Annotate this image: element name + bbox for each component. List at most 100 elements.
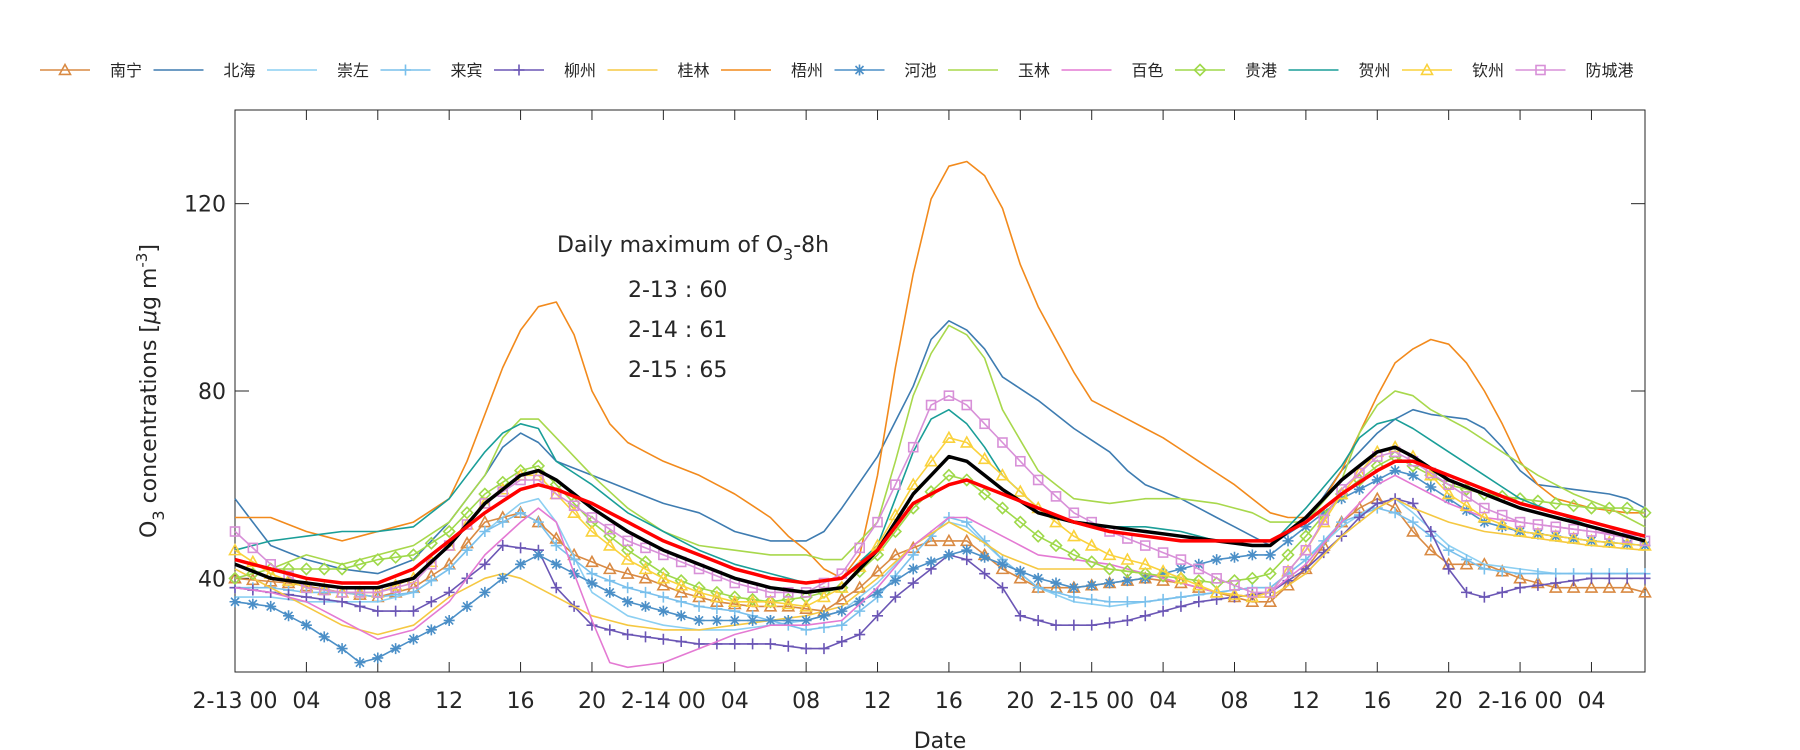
series-梧州	[235, 160, 1645, 580]
data-point	[640, 631, 652, 643]
data-point	[1461, 586, 1473, 598]
data-point	[622, 596, 634, 608]
data-point	[745, 594, 760, 607]
data-point	[960, 473, 974, 487]
data-point	[318, 631, 330, 643]
data-point	[800, 643, 812, 655]
data-point	[782, 614, 794, 626]
data-point	[1585, 572, 1597, 584]
data-point	[1032, 572, 1044, 584]
data-point	[657, 633, 669, 645]
data-point	[889, 591, 901, 603]
data-point	[622, 582, 634, 594]
data-point	[1584, 533, 1599, 547]
data-point	[1120, 564, 1135, 578]
tick-labels: 2-13 00 04 08 12 16 20 2-14 00 04 08 12 16 20 2-15 0…	[184, 193, 1605, 714]
data-point	[711, 603, 723, 615]
data-point	[1282, 535, 1294, 547]
legend-label: 河池	[905, 61, 937, 80]
data-point	[1620, 536, 1635, 550]
data-point	[229, 596, 241, 608]
data-point	[1638, 585, 1652, 598]
series-line	[234, 474, 1646, 669]
data-point	[585, 554, 599, 568]
data-point	[406, 548, 421, 562]
data-point	[1389, 507, 1401, 519]
data-point	[497, 516, 509, 528]
data-point	[1318, 514, 1330, 526]
x-tick-label: 08	[364, 689, 392, 714]
series-line	[234, 324, 1646, 570]
data-point	[764, 638, 776, 650]
data-point	[907, 441, 919, 453]
series-line	[235, 507, 1645, 631]
data-point	[586, 512, 598, 523]
data-point	[604, 624, 616, 636]
x-tick-label: 2-15 00	[1049, 689, 1134, 714]
data-point	[1550, 521, 1562, 533]
data-point	[942, 468, 956, 482]
data-point	[1478, 563, 1490, 575]
data-point	[656, 571, 671, 584]
legend-marker	[513, 64, 525, 76]
data-point	[1354, 467, 1365, 479]
data-point	[1532, 579, 1544, 591]
data-point	[479, 526, 491, 537]
data-point	[818, 643, 830, 655]
legend-label: 南宁	[110, 61, 142, 80]
data-point	[1068, 619, 1080, 631]
data-point	[1459, 557, 1474, 570]
data-point	[1407, 497, 1419, 509]
data-point	[228, 571, 242, 585]
data-point	[550, 582, 562, 594]
data-point	[1443, 563, 1455, 575]
data-point	[1227, 587, 1242, 600]
legend-label: 百色	[1132, 61, 1164, 80]
data-point	[693, 600, 705, 612]
data-point	[372, 652, 384, 664]
x-tick-label: 16	[935, 689, 963, 714]
data-point	[1478, 591, 1490, 603]
data-point	[997, 437, 1008, 448]
data-point	[1102, 562, 1117, 576]
data-point	[1102, 547, 1117, 561]
data-point	[890, 479, 901, 490]
data-point	[1049, 538, 1063, 553]
data-point	[942, 430, 956, 444]
legend-label: 柳州	[564, 61, 596, 80]
data-point	[515, 542, 527, 554]
data-point	[354, 657, 366, 669]
x-tick-label: 2-14 00	[621, 689, 706, 714]
data-point	[1104, 577, 1116, 589]
series-line	[234, 445, 1646, 595]
data-point	[872, 586, 884, 598]
x-tick-label: 20	[578, 689, 606, 714]
annotation-line-1: 2-13 : 60	[628, 278, 727, 303]
data-point	[817, 589, 831, 603]
data-point	[247, 598, 259, 610]
data-point	[1084, 538, 1099, 551]
data-point	[1120, 552, 1135, 565]
data-point	[1425, 526, 1437, 537]
data-point	[747, 638, 759, 650]
data-point	[1175, 563, 1187, 575]
x-tick-label: 08	[792, 689, 820, 714]
data-point	[640, 586, 652, 598]
data-point	[568, 554, 580, 566]
data-point	[479, 586, 491, 598]
data-point	[1282, 566, 1294, 577]
x-tick-label: 12	[1292, 689, 1320, 714]
data-point	[961, 544, 973, 556]
data-point	[1532, 568, 1544, 580]
data-point	[407, 586, 419, 598]
data-point	[1602, 535, 1617, 548]
data-point	[1443, 544, 1455, 556]
data-point	[1353, 483, 1365, 495]
data-point	[693, 614, 705, 626]
data-point	[925, 399, 937, 411]
legend-entry: 柳州	[494, 61, 596, 80]
data-point	[1602, 580, 1617, 593]
data-point	[657, 605, 669, 617]
data-point	[336, 596, 348, 608]
data-point	[532, 549, 544, 561]
